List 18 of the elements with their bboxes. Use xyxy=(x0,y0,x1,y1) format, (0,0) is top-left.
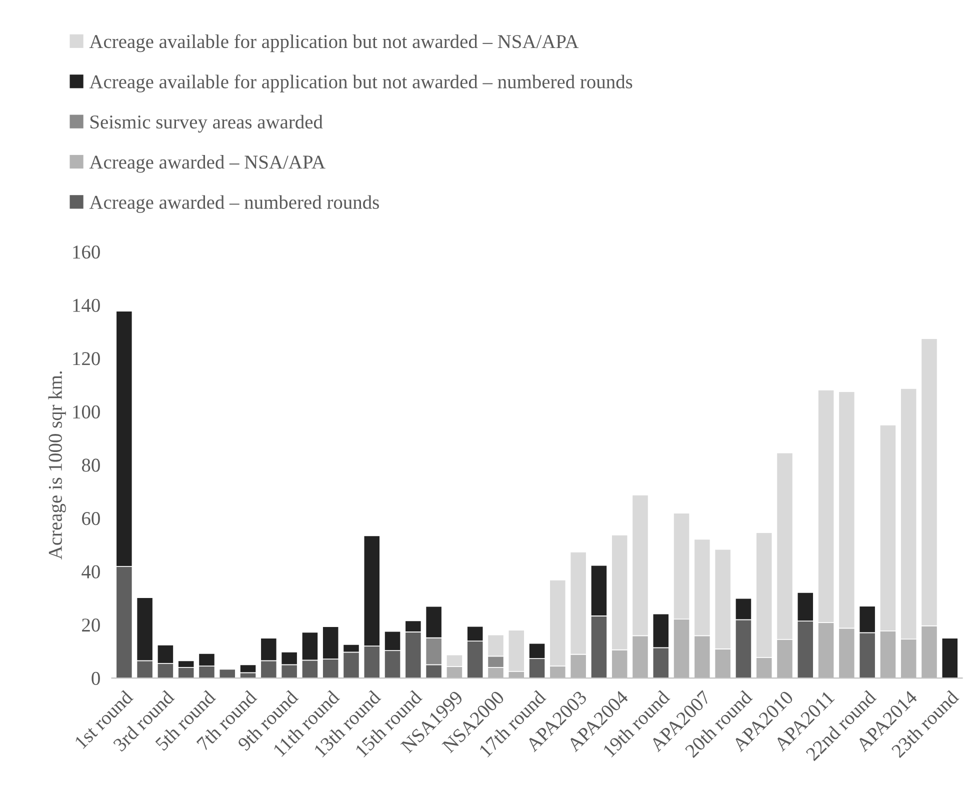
y-tick-label: 100 xyxy=(73,405,100,419)
y-tick-label: 20 xyxy=(82,618,100,632)
legend-label: Acreage available for application but not awarded – NSA/APA xyxy=(89,34,579,52)
y-axis-title: Acreage is 1000 sqr km. xyxy=(48,371,66,560)
y-tick-label: 140 xyxy=(73,298,100,312)
legend-label: Acreage awarded – NSA/APA xyxy=(89,155,326,173)
y-tick-label: 120 xyxy=(73,352,100,366)
legend-label: Acreage awarded – numbered rounds xyxy=(89,195,379,213)
bar xyxy=(218,668,236,678)
y-tick-label: 40 xyxy=(82,565,100,578)
y-tick-label: 0 xyxy=(92,672,100,685)
bar xyxy=(941,638,958,678)
legend-label: Acreage available for application but not awarded – numbered rounds xyxy=(89,74,632,92)
y-tick-label: 60 xyxy=(82,512,100,526)
y-tick-label: 80 xyxy=(82,458,100,472)
bar xyxy=(240,664,256,674)
legend-label: Seismic survey areas awarded xyxy=(90,114,323,133)
y-tick-label: 160 xyxy=(73,246,100,259)
